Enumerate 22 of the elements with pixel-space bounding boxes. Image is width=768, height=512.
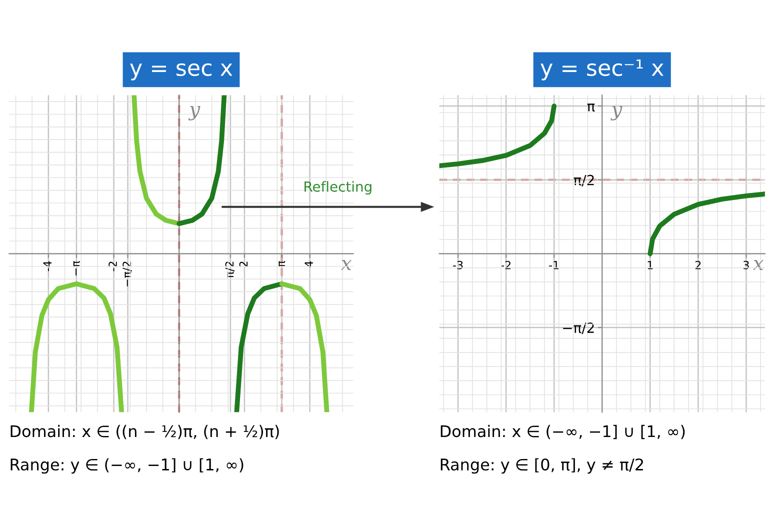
text: Domain: x ∈ (−∞, −1] ∪ [1, ∞): [440, 424, 685, 440]
line-series: [648, 192, 765, 256]
text: Range: y ∈ (−∞, −1] ∪ [1, ∞): [10, 458, 244, 474]
y-tick-label: π/2: [574, 174, 594, 186]
x-tick-label: 1: [648, 260, 653, 270]
y-tick-label: −π/2: [563, 322, 594, 334]
x-tick-label: -1: [549, 260, 559, 270]
y-tick-label: π: [587, 104, 595, 112]
text: Range: y ∈ [0, π], y ≠ π/2: [440, 458, 643, 474]
text: Domain: x ∈ ((n − ½)π, (n + ½)π): [10, 424, 279, 440]
x-tick-label: 3: [744, 260, 749, 270]
chart-title: y = sec x: [130, 63, 232, 80]
x-tick-label: 2: [695, 260, 701, 270]
y-axis-title: y: [188, 106, 200, 120]
annotation: Reflecting: [304, 181, 372, 195]
x-tick-label: −π: [73, 260, 80, 276]
line-series: [439, 104, 557, 168]
x-axis-title: x: [340, 260, 352, 270]
x-tick-label: -3: [453, 260, 463, 270]
y-axis-title: y: [610, 106, 622, 120]
chart-title: y = sec⁻¹ x: [540, 59, 664, 80]
x-tick-label: π: [278, 260, 286, 267]
